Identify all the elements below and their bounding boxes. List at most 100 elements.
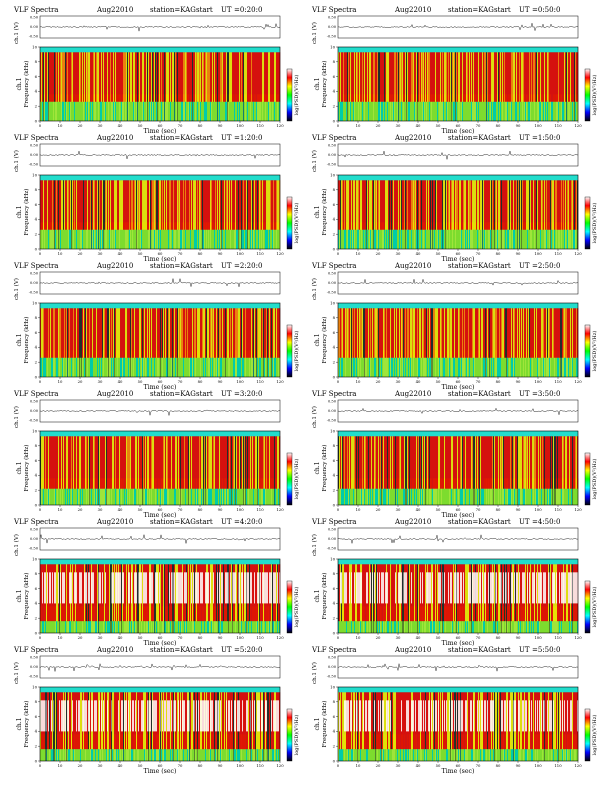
spectrogram-cell	[86, 180, 88, 230]
spectrogram-cell	[546, 478, 548, 505]
spectrogram-cell	[95, 350, 97, 377]
spectrogram-cell	[424, 478, 426, 505]
spectrogram-cell	[211, 180, 213, 230]
spectrogram-cell	[553, 308, 555, 358]
spectrogram-cell	[413, 222, 415, 249]
spectrogram-cell	[167, 564, 169, 622]
x-tick-label: 0	[39, 379, 42, 384]
spectrogram-cell	[97, 436, 99, 489]
spectrogram-cell	[208, 94, 210, 121]
spectrogram-cell	[405, 52, 407, 102]
spectrogram-cell	[271, 52, 273, 102]
spectrogram-cell	[231, 308, 233, 358]
spectrogram-cell	[52, 478, 54, 505]
spectrogram-cell	[174, 180, 176, 230]
spectrogram-cell	[261, 350, 263, 377]
spectrogram-cell	[69, 180, 71, 230]
spectrogram-cell	[80, 572, 82, 604]
spectrogram-cell	[363, 52, 365, 102]
spectrogram-cell	[89, 308, 91, 358]
spectrogram-cell	[523, 308, 525, 358]
spectrogram-cell	[178, 436, 180, 489]
spectrogram-cell	[567, 436, 569, 489]
spectrogram-cell	[236, 478, 238, 505]
spectrogram-cell	[72, 180, 74, 230]
y-tick-label: 10	[32, 428, 37, 433]
spectrogram-cell	[559, 436, 561, 489]
chart-station: station=KAG	[448, 134, 494, 142]
spectrogram-cell	[556, 52, 558, 102]
spectrogram-cell	[74, 94, 76, 121]
spectrogram-cell	[221, 52, 223, 102]
x-tick-label: 30	[396, 507, 401, 512]
spectrogram-cell	[160, 180, 162, 230]
spectrogram-cell	[442, 94, 444, 121]
spectrogram-cell	[42, 308, 44, 358]
spectrogram-cell	[244, 52, 246, 102]
y-tick-label: 8	[333, 187, 336, 192]
spectrogram-cell	[483, 180, 485, 230]
spectrogram-cell	[476, 436, 478, 489]
spectrogram-cell	[74, 222, 76, 249]
spectrogram-cell	[492, 308, 494, 358]
spectrogram-cell	[184, 478, 186, 505]
x-tick-label: 100	[236, 507, 244, 512]
spectrogram-cell	[60, 350, 62, 377]
spectrogram-cell	[88, 478, 90, 505]
spectrogram-cell	[85, 222, 87, 249]
spectrogram-cell	[169, 308, 171, 358]
spectrogram-cell	[495, 52, 497, 102]
spectrogram-cell	[569, 308, 571, 358]
spectrogram-cell	[97, 308, 99, 358]
spectrogram-cell	[186, 94, 188, 121]
x-tick-label: 120	[574, 123, 582, 128]
spectrogram-cell	[226, 94, 228, 121]
spectrogram-cell	[479, 52, 481, 102]
spectrogram-cell	[222, 436, 224, 489]
spectrogram-cell	[110, 180, 112, 230]
spectrogram-cell	[152, 436, 154, 489]
spectrogram-cell	[367, 350, 369, 377]
spectrogram-cell	[57, 308, 59, 358]
spectrogram-cell	[198, 180, 200, 230]
spectrogram-cell	[271, 180, 273, 230]
x-tick-label: 50	[436, 251, 441, 256]
spectrogram-cell	[243, 436, 244, 505]
spectrogram-cell	[400, 350, 402, 377]
spectrogram-cell	[437, 94, 439, 121]
spectrogram-cell	[101, 222, 103, 249]
spectrogram-cell	[95, 564, 97, 622]
spectrogram-cell	[125, 52, 127, 102]
spectrogram-cell	[504, 436, 506, 489]
spectrogram-cell	[111, 94, 113, 121]
spectrogram-cell	[482, 52, 484, 102]
spectrogram-cell	[257, 308, 259, 358]
colorbar	[584, 452, 591, 506]
spectrogram-cell	[47, 350, 49, 377]
spectrogram-cell	[401, 478, 403, 505]
spectrogram-cell	[239, 52, 241, 102]
spectrogram-cell	[217, 52, 218, 121]
colorbar-label: log(PSD)(V²/Hz)	[293, 203, 300, 244]
spectrogram-cell	[411, 436, 413, 489]
spectrogram-cell	[52, 94, 54, 121]
spectrogram-cell	[199, 180, 201, 230]
spectrogram-cell	[384, 478, 386, 505]
spectrogram-cell	[43, 222, 45, 249]
spectrogram-cell	[405, 180, 407, 230]
spectrogram-cell	[144, 350, 146, 377]
spectrogram-cell	[503, 94, 505, 121]
spectrogram-cell	[219, 308, 221, 358]
spectrogram-cell	[265, 436, 267, 489]
spectrogram-cell	[193, 52, 195, 102]
spectrogram-cell	[389, 436, 391, 489]
spectrogram-cell	[230, 222, 232, 249]
spectrogram-cell	[233, 308, 235, 358]
spectrogram-cell	[46, 308, 48, 358]
spectrogram-cell	[112, 94, 114, 121]
spectrogram-cell	[222, 52, 224, 102]
spectrogram-cell	[469, 180, 471, 230]
spectrogram-cell	[523, 94, 525, 121]
spectrogram-cell	[565, 52, 567, 102]
